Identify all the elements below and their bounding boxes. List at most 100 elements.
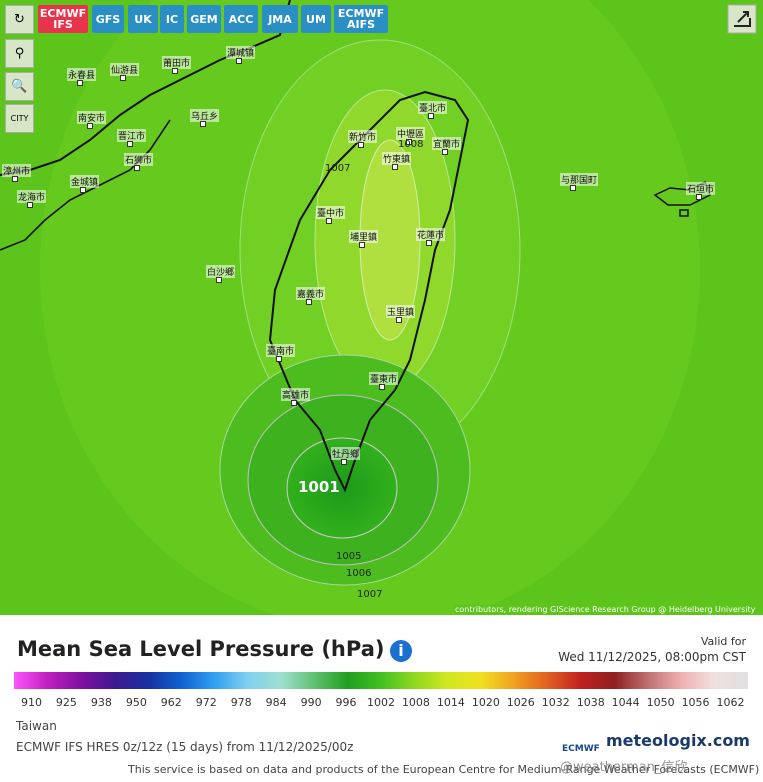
- scale-label: 978: [230, 696, 252, 709]
- city-label: 竹東鎮: [382, 152, 412, 165]
- city-marker: [87, 123, 93, 129]
- city-marker: [306, 299, 312, 305]
- scale-label: 1056: [681, 696, 710, 709]
- city-marker: [392, 164, 398, 170]
- valid-label: Valid for: [700, 635, 746, 648]
- model-button[interactable]: IC: [160, 5, 184, 33]
- scale-label: 972: [195, 696, 217, 709]
- city-marker: [570, 185, 576, 191]
- button-label: GFS: [95, 12, 121, 26]
- scale-label: 1038: [576, 696, 605, 709]
- model-button[interactable]: ECMWF IFS: [38, 5, 88, 33]
- city-marker: [291, 400, 297, 406]
- button-label: UK: [134, 12, 152, 26]
- model-run: ECMWF IFS HRES 0z/12z (15 days) from 11/…: [16, 740, 354, 754]
- reload-button[interactable]: ↻: [5, 5, 34, 34]
- city-label: 宜蘭市: [432, 137, 462, 150]
- brand: meteologix.com: [606, 731, 750, 750]
- city-label: 龙海市: [17, 190, 47, 203]
- city-marker: [426, 240, 432, 246]
- city-label: 新竹市: [348, 130, 378, 143]
- city-label: 石垣市: [686, 182, 716, 195]
- zoom-button[interactable]: 🔍: [5, 72, 34, 101]
- scale-label: 1014: [436, 696, 465, 709]
- city-marker: [359, 242, 365, 248]
- button-label: JMA: [268, 12, 292, 26]
- scale-label: 1032: [541, 696, 570, 709]
- isobar-label: 1007: [325, 163, 351, 174]
- scale-label: 990: [300, 696, 322, 709]
- city-marker: [27, 202, 33, 208]
- model-button[interactable]: ECMWF AIFS: [334, 5, 388, 33]
- button-label: ECMWF: [39, 7, 87, 20]
- city-marker: [80, 187, 86, 193]
- model-button[interactable]: JMA: [262, 5, 298, 33]
- city-label: 石狮市: [124, 153, 154, 166]
- scale-label: 1050: [646, 696, 675, 709]
- button-label: IC: [165, 12, 179, 26]
- button-label: UM: [306, 12, 326, 26]
- city-label: 嘉義市: [296, 287, 326, 300]
- city-marker: [379, 384, 385, 390]
- watermark: @weatherman_信欣: [560, 760, 688, 775]
- scale-label: 1020: [471, 696, 500, 709]
- model-button[interactable]: GFS: [92, 5, 124, 33]
- valid-time: Wed 11/12/2025, 08:00pm CST: [558, 650, 746, 664]
- info-button[interactable]: i: [390, 640, 412, 662]
- scale-label: 925: [55, 696, 77, 709]
- scale-label: 984: [265, 696, 287, 709]
- city-label: 与那国町: [560, 173, 599, 186]
- city-marker: [134, 165, 140, 171]
- model-button[interactable]: ACC: [224, 5, 258, 33]
- scale-label: 950: [125, 696, 147, 709]
- scale-label: 1062: [716, 696, 745, 709]
- button-label: ACC: [228, 12, 254, 26]
- city-label: 臺北市: [418, 101, 448, 114]
- scale-label: 938: [90, 696, 112, 709]
- isobar-label: 1005: [336, 551, 362, 562]
- city-label: 仙游县: [110, 63, 140, 76]
- scale-label: 1026: [506, 696, 535, 709]
- city-label: 玉里鎮: [386, 305, 416, 318]
- city-label: 高雄市: [281, 388, 311, 401]
- city-label: 臺中市: [316, 206, 346, 219]
- location-button[interactable]: ⚲: [5, 39, 34, 68]
- city-marker: [200, 121, 206, 127]
- color-scale: [14, 672, 748, 689]
- city-marker: [326, 218, 332, 224]
- button-label: ECMWF: [337, 7, 385, 20]
- city-marker: [216, 277, 222, 283]
- city-marker: [442, 149, 448, 155]
- scale-label: 1008: [401, 696, 430, 709]
- city-label: 晋江市: [117, 129, 147, 142]
- model-button[interactable]: GEM: [187, 5, 221, 33]
- city-toggle[interactable]: CITY: [5, 104, 34, 133]
- legend-title: Mean Sea Level Pressure (hPa): [17, 637, 385, 661]
- scale-label: 1002: [367, 696, 395, 709]
- scale-label: 996: [335, 696, 357, 709]
- city-marker: [120, 75, 126, 81]
- city-label: 漳州市: [2, 164, 32, 177]
- city-label: 南安市: [77, 111, 107, 124]
- city-marker: [77, 80, 83, 86]
- city-label: 永春县: [67, 68, 97, 81]
- city-label: 埔里鎮: [349, 230, 379, 243]
- notice: This service is based on data and produc…: [128, 763, 760, 776]
- model-button[interactable]: UK: [128, 5, 158, 33]
- city-marker: [127, 141, 133, 147]
- city-marker: [396, 317, 402, 323]
- city-marker: [236, 58, 242, 64]
- isobar-label: 1007: [357, 589, 383, 600]
- scale-label: 910: [20, 696, 42, 709]
- model-button[interactable]: UM: [301, 5, 331, 33]
- region: Taiwan: [16, 719, 57, 733]
- map: [0, 0, 763, 615]
- city-label: 牡丹鄉: [331, 447, 361, 460]
- city-label: 臺南市: [266, 344, 296, 357]
- city-label: 潭城镇: [226, 46, 256, 59]
- city-marker: [696, 194, 702, 200]
- city-label: 中壢區: [396, 127, 426, 140]
- scale-label: 962: [160, 696, 182, 709]
- button-label: GEM: [190, 12, 218, 26]
